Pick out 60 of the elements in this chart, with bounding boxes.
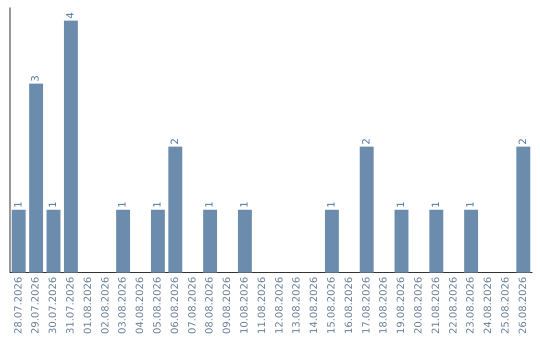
data-label: 1 — [466, 201, 477, 208]
bar — [394, 210, 408, 273]
x-tick-label: 10.08.2026 — [239, 276, 250, 334]
bar — [360, 146, 374, 273]
x-tick-label: 25.08.2026 — [500, 276, 512, 334]
bar — [46, 210, 60, 273]
x-tick-label: 15.08.2026 — [326, 276, 338, 334]
data-label: 1 — [48, 201, 60, 208]
x-tick-label: 06.08.2026 — [170, 276, 181, 334]
bar — [29, 84, 44, 273]
x-tick-label: 11.08.2026 — [256, 276, 268, 334]
x-tick-label: 14.08.2026 — [309, 276, 320, 334]
bar — [516, 146, 530, 273]
x-tick-label: 26.08.2026 — [518, 276, 529, 334]
x-tick-label: 31.07.2026 — [65, 276, 76, 334]
data-label: 1 — [239, 201, 250, 208]
data-label: 1 — [204, 201, 216, 208]
x-tick-label: 23.08.2026 — [466, 276, 477, 334]
x-tick-label: 13.08.2026 — [292, 276, 303, 334]
data-label: 1 — [430, 201, 442, 208]
bar — [429, 210, 444, 273]
x-tick-label: 01.08.2026 — [82, 276, 94, 334]
x-tick-label: 04.08.2026 — [135, 276, 146, 334]
x-tick-label: 17.08.2026 — [361, 276, 372, 334]
bar — [203, 210, 218, 273]
bar — [150, 210, 165, 273]
bar — [464, 210, 478, 273]
x-tick-label: 09.08.2026 — [222, 276, 234, 334]
data-label: 2 — [518, 138, 529, 145]
x-tick-label: 21.08.2026 — [430, 276, 442, 334]
x-tick-label: 12.08.2026 — [274, 276, 286, 334]
data-label: 1 — [118, 201, 129, 208]
bar — [116, 210, 130, 273]
bar — [168, 146, 182, 273]
x-tick-label: 29.07.2026 — [30, 276, 42, 334]
x-tick-label: 18.08.2026 — [378, 276, 390, 334]
data-label: 1 — [396, 201, 408, 208]
x-tick-label: 07.08.2026 — [187, 276, 198, 334]
x-tick-label: 16.08.2026 — [344, 276, 355, 334]
x-tick-label: 19.08.2026 — [396, 276, 408, 334]
data-label: 2 — [361, 138, 372, 145]
x-tick-label: 24.08.2026 — [483, 276, 494, 334]
data-label: 4 — [65, 12, 76, 19]
data-label: 3 — [30, 75, 42, 82]
x-tick-label: 30.07.2026 — [48, 276, 60, 334]
x-tick-label: 03.08.2026 — [118, 276, 129, 334]
data-label: 1 — [13, 201, 24, 208]
x-tick-label: 28.07.2026 — [13, 276, 24, 334]
bar — [64, 20, 78, 273]
data-label: 1 — [326, 201, 338, 208]
x-tick-label: 05.08.2026 — [152, 276, 164, 334]
x-tick-label: 02.08.2026 — [100, 276, 112, 334]
bar — [324, 210, 339, 273]
data-label: 1 — [152, 201, 164, 208]
x-tick-label: 22.08.2026 — [448, 276, 460, 334]
x-tick-label: 20.08.2026 — [413, 276, 424, 334]
data-label: 2 — [170, 138, 181, 145]
x-tick-label: 08.08.2026 — [204, 276, 216, 334]
bar — [238, 210, 252, 273]
bar — [12, 210, 26, 273]
